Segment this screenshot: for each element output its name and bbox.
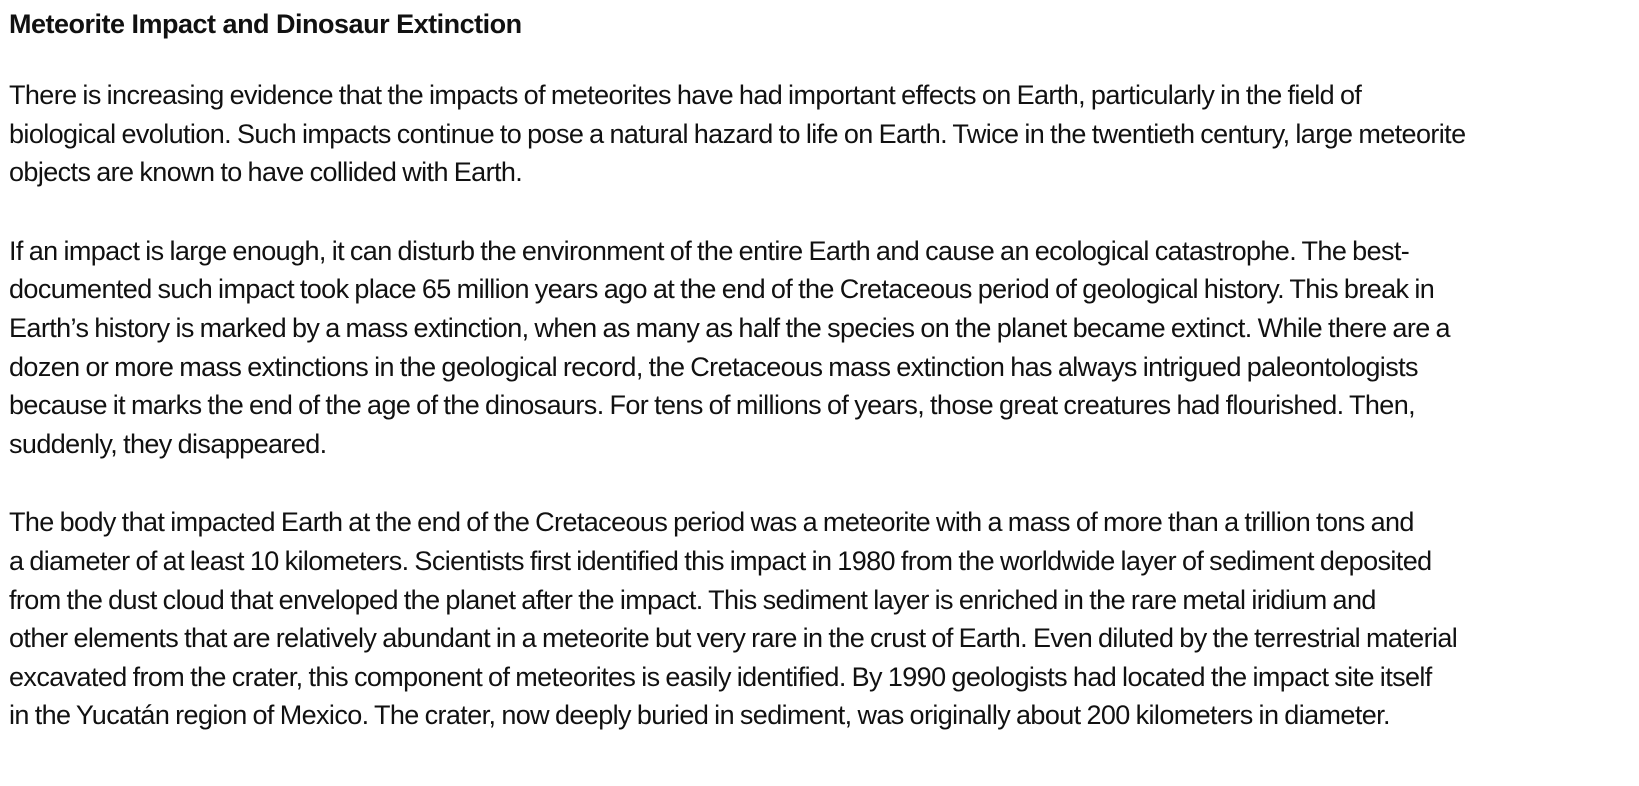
paragraph-line: from the dust cloud that enveloped the p…	[9, 584, 1376, 615]
paragraph-line: in the Yucatán region of Mexico. The cra…	[9, 700, 1391, 731]
paragraph-3: The body that impacted Earth at the end …	[9, 503, 1634, 735]
paragraph-line: The body that impacted Earth at the end …	[9, 507, 1414, 538]
paragraph-line: biological evolution. Such impacts conti…	[9, 118, 1466, 149]
paragraph-2: If an impact is large enough, it can dis…	[9, 232, 1634, 464]
paragraph-line: Earth’s history is marked by a mass exti…	[9, 312, 1451, 343]
paragraph-line: excavated from the crater, this componen…	[9, 661, 1432, 692]
paragraph-line: There is increasing evidence that the im…	[9, 80, 1362, 110]
paragraph-line: objects are known to have collided with …	[9, 157, 523, 188]
paragraph-line: dozen or more mass extinctions in the ge…	[9, 351, 1419, 382]
paragraph-line: If an impact is large enough, it can dis…	[9, 235, 1410, 266]
paragraph-line: because it marks the end of the age of t…	[9, 390, 1416, 421]
document-title: Meteorite Impact and Dinosaur Extinction	[9, 9, 522, 39]
paragraph-line: other elements that are relatively abund…	[9, 623, 1458, 654]
document: Meteorite Impact and Dinosaur Extinction…	[9, 6, 1634, 735]
paragraph-line: a diameter of at least 10 kilometers. Sc…	[9, 545, 1432, 576]
paragraph-line: suddenly, they disappeared.	[9, 428, 327, 459]
paragraph-line: documented such impact took place 65 mil…	[9, 274, 1435, 305]
paragraph-1: There is increasing evidence that the im…	[9, 76, 1634, 192]
